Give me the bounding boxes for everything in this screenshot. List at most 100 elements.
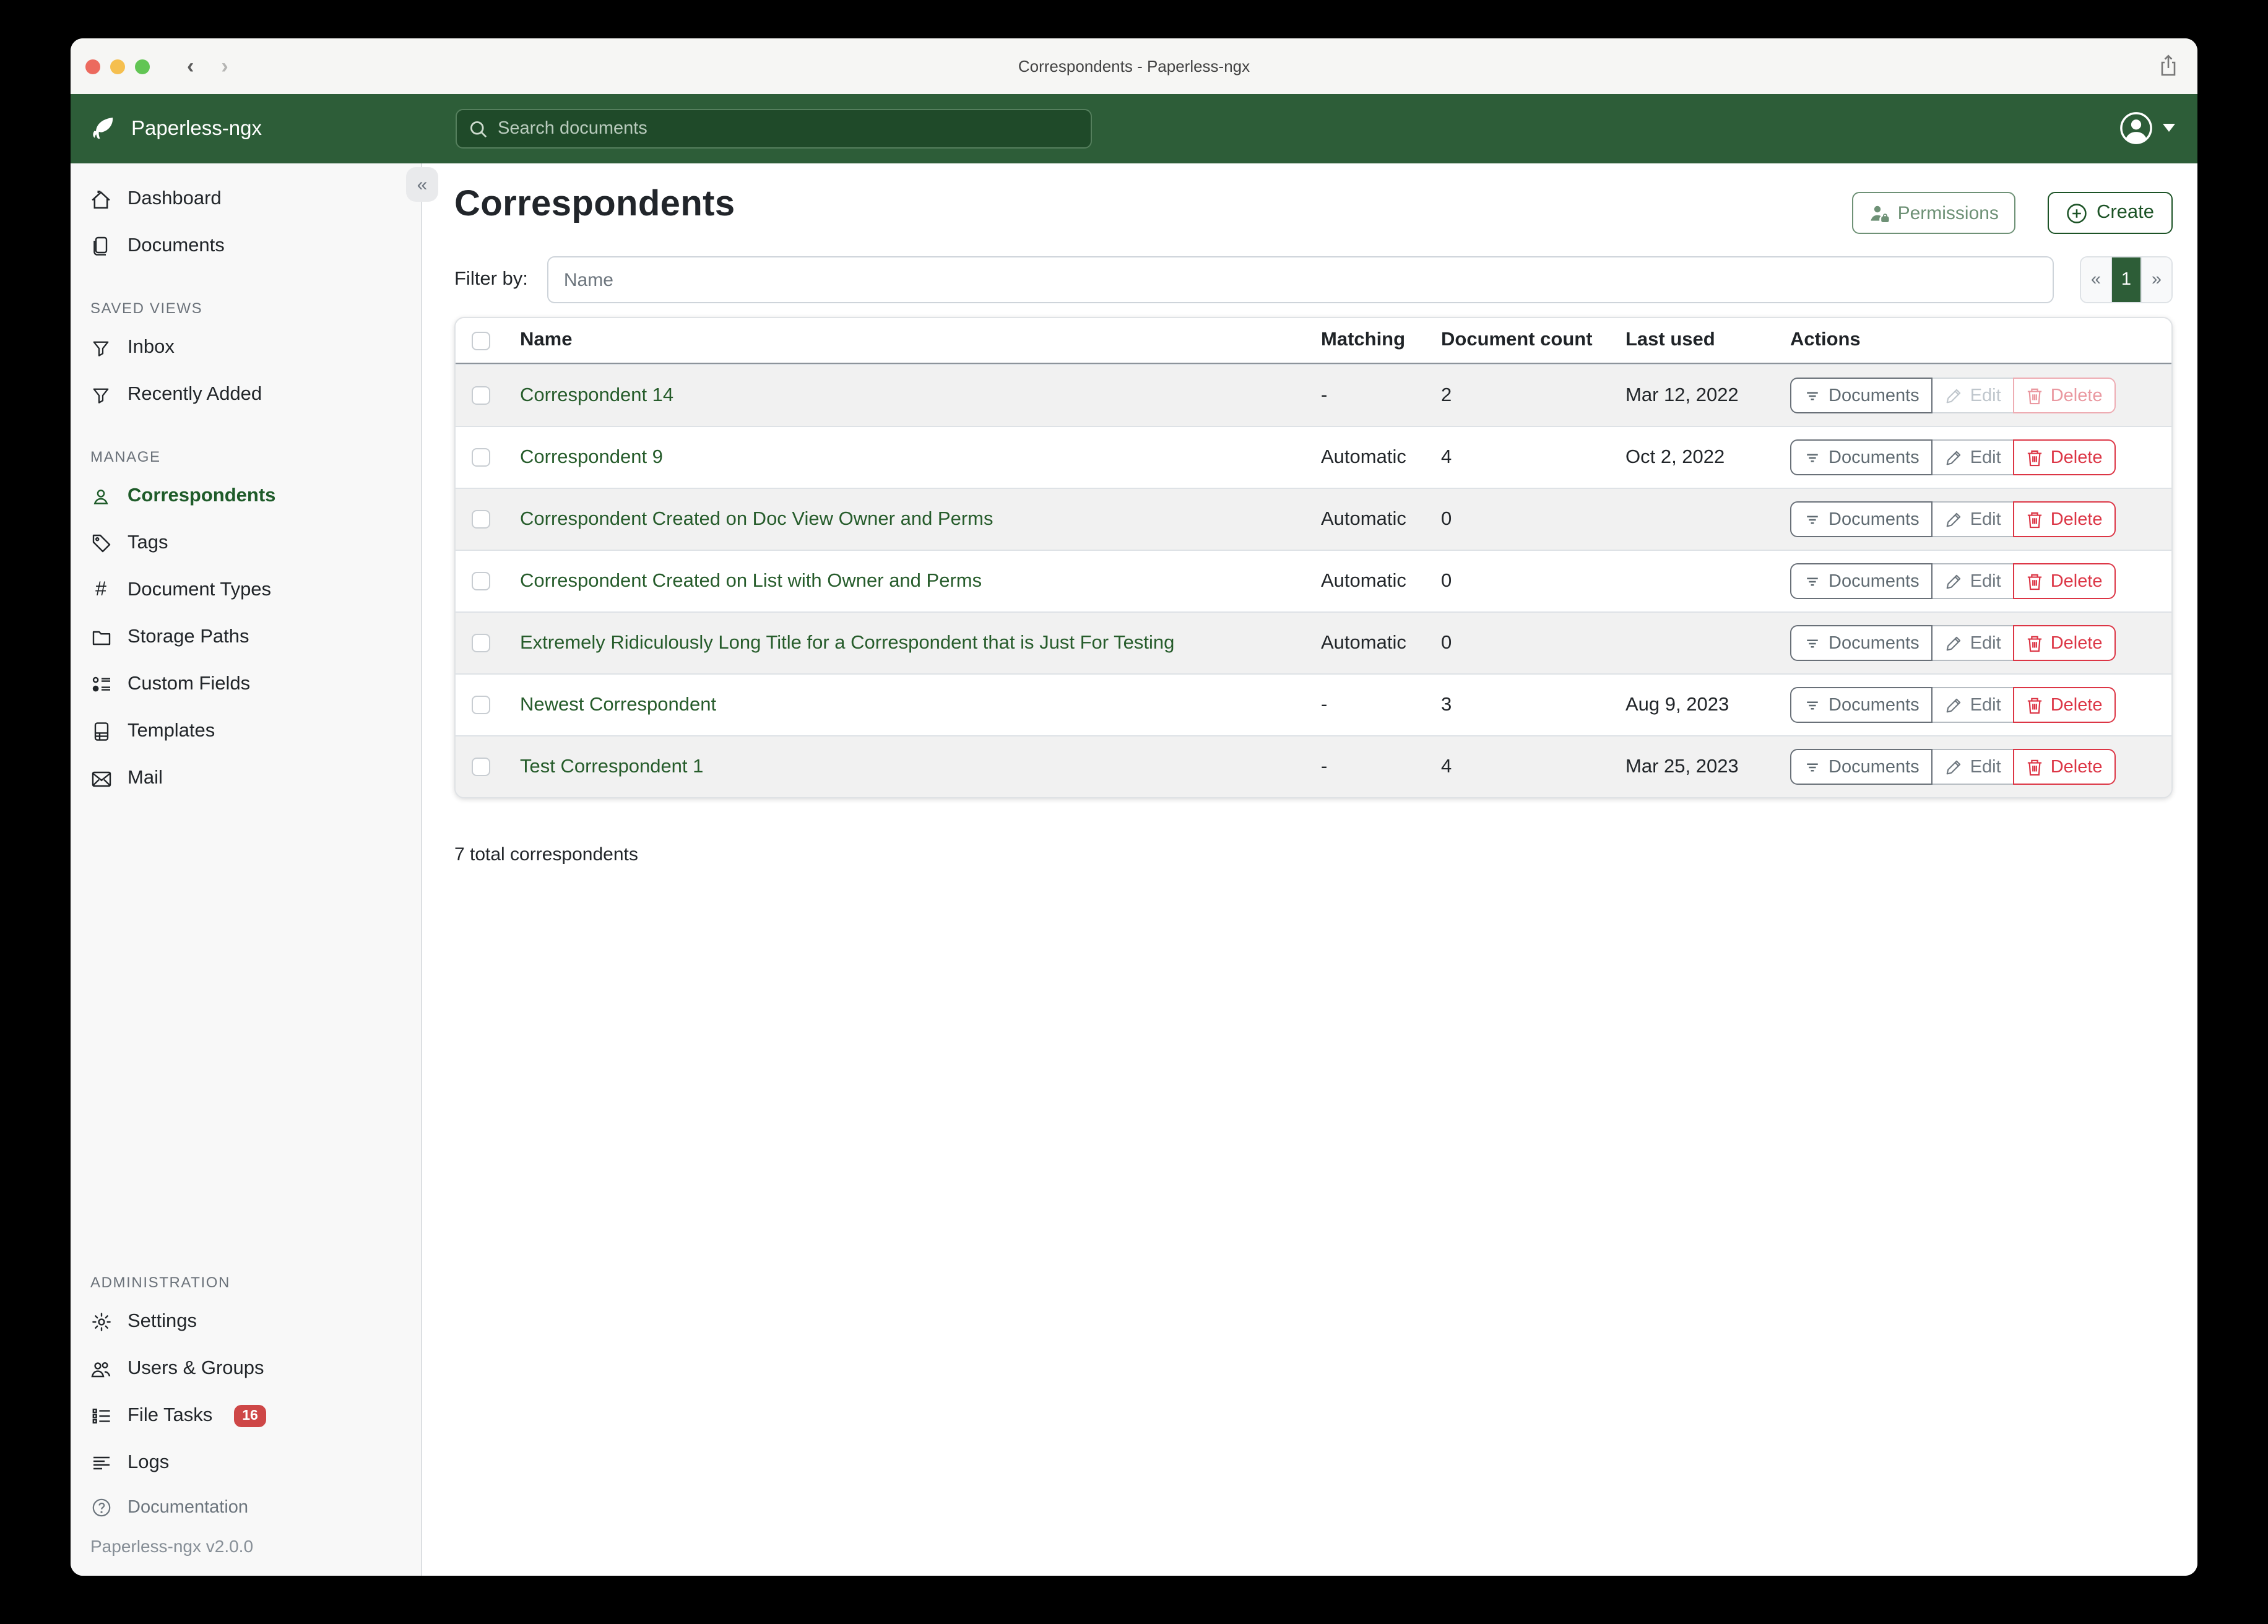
correspondent-name-link[interactable]: Newest Correspondent (520, 694, 717, 715)
pagination-next-button[interactable]: » (2142, 257, 2171, 302)
edit-button[interactable]: Edit (1931, 378, 2015, 413)
sidebar-item-label: Inbox (128, 337, 175, 358)
correspondent-name-link[interactable]: Correspondent 9 (520, 446, 663, 467)
row-checkbox[interactable] (471, 634, 490, 652)
documents-button[interactable]: Documents (1790, 439, 1933, 475)
sidebar-item-users-groups[interactable]: Users & Groups (71, 1345, 421, 1393)
column-header-document-count[interactable]: Document count (1441, 329, 1593, 350)
permissions-button-label: Permissions (1897, 202, 1999, 223)
zoom-window-button[interactable] (135, 59, 150, 74)
list-task-icon (90, 1406, 111, 1426)
sidebar-item-documentation[interactable]: Documentation (71, 1487, 421, 1529)
edit-button[interactable]: Edit (1931, 749, 2015, 785)
table-row: Correspondent Created on Doc View Owner … (456, 488, 2171, 550)
sidebar-item-file-tasks[interactable]: File Tasks 16 (71, 1393, 421, 1440)
correspondent-name-link[interactable]: Test Correspondent 1 (520, 756, 704, 777)
browser-back-icon[interactable]: ‹ (187, 54, 194, 78)
sidebar-item-tags[interactable]: Tags (71, 520, 421, 567)
pagination: « 1 » (2080, 256, 2173, 303)
sidebar-item-label: Documents (128, 235, 225, 256)
sidebar-item-label: Dashboard (128, 188, 222, 209)
documents-button-label: Documents (1829, 757, 1920, 777)
sidebar-item-documents[interactable]: Documents (71, 223, 421, 270)
select-all-checkbox[interactable] (471, 331, 490, 350)
edit-button[interactable]: Edit (1931, 687, 2015, 723)
documents-button[interactable]: Documents (1790, 625, 1933, 661)
sidebar-item-inbox[interactable]: Inbox (71, 324, 421, 371)
sidebar-collapse-button[interactable]: « (406, 167, 438, 202)
edit-button-label: Edit (1970, 571, 2001, 591)
sidebar-item-custom-fields[interactable]: Custom Fields (71, 661, 421, 708)
sidebar-item-templates[interactable]: Templates (71, 708, 421, 755)
sidebar-item-storage-paths[interactable]: Storage Paths (71, 614, 421, 661)
column-header-matching[interactable]: Matching (1321, 329, 1406, 350)
delete-button[interactable]: Delete (2013, 687, 2116, 723)
delete-button[interactable]: Delete (2013, 378, 2116, 413)
matching-value: - (1321, 756, 1328, 777)
documents-button[interactable]: Documents (1790, 749, 1933, 785)
documents-button[interactable]: Documents (1790, 501, 1933, 537)
correspondent-name-link[interactable]: Correspondent Created on Doc View Owner … (520, 508, 993, 529)
row-checkbox[interactable] (471, 448, 490, 467)
document-count-value: 3 (1441, 694, 1452, 715)
delete-button[interactable]: Delete (2013, 749, 2116, 785)
sidebar-item-logs[interactable]: Logs (71, 1440, 421, 1487)
close-window-button[interactable] (85, 59, 100, 74)
correspondent-name-link[interactable]: Extremely Ridiculously Long Title for a … (520, 632, 1175, 653)
permissions-button[interactable]: Permissions (1851, 192, 2016, 234)
edit-button[interactable]: Edit (1931, 501, 2015, 537)
document-count-value: 0 (1441, 632, 1452, 653)
documents-button[interactable]: Documents (1790, 687, 1933, 723)
app-window: ‹ › Correspondents - Paperless-ngx Pape (71, 38, 2197, 1576)
edit-button[interactable]: Edit (1931, 439, 2015, 475)
last-used-value: Mar 12, 2022 (1625, 384, 1739, 405)
delete-button[interactable]: Delete (2013, 501, 2116, 537)
table-row: Correspondent 14 - 2 Mar 12, 2022 Docume… (456, 364, 2171, 426)
search-input[interactable] (498, 119, 1078, 139)
edit-button[interactable]: Edit (1931, 625, 2015, 661)
macos-titlebar: ‹ › Correspondents - Paperless-ngx (71, 38, 2197, 94)
sidebar-item-dashboard[interactable]: Dashboard (71, 176, 421, 223)
sidebar-item-recently-added[interactable]: Recently Added (71, 371, 421, 418)
row-checkbox[interactable] (471, 510, 490, 529)
sidebar-item-mail[interactable]: Mail (71, 755, 421, 802)
delete-button[interactable]: Delete (2013, 439, 2116, 475)
delete-button[interactable]: Delete (2013, 625, 2116, 661)
column-header-name[interactable]: Name (520, 329, 573, 350)
document-count-value: 0 (1441, 508, 1452, 529)
delete-button-label: Delete (2050, 757, 2103, 777)
correspondent-name-link[interactable]: Correspondent 14 (520, 384, 674, 405)
filter-by-label: Filter by: (454, 269, 528, 290)
text-lines-icon (90, 1454, 111, 1472)
row-checkbox[interactable] (471, 696, 490, 714)
edit-button[interactable]: Edit (1931, 563, 2015, 599)
brand[interactable]: Paperless-ngx (89, 114, 262, 144)
sidebar-item-label: Settings (128, 1311, 197, 1332)
pagination-prev-button[interactable]: « (2081, 257, 2111, 302)
sidebar-item-label: Logs (128, 1452, 170, 1473)
create-button[interactable]: Create (2048, 192, 2173, 234)
minimize-window-button[interactable] (110, 59, 125, 74)
file-text-icon (90, 722, 111, 741)
row-checkbox[interactable] (471, 386, 490, 405)
share-icon[interactable] (2159, 54, 2178, 77)
document-count-value: 4 (1441, 756, 1452, 777)
column-header-last-used[interactable]: Last used (1625, 329, 1715, 350)
correspondent-name-link[interactable]: Correspondent Created on List with Owner… (520, 570, 982, 591)
row-checkbox[interactable] (471, 572, 490, 590)
browser-forward-icon[interactable]: › (221, 54, 228, 78)
user-menu[interactable] (2119, 111, 2175, 145)
documents-button[interactable]: Documents (1790, 378, 1933, 413)
row-checkbox[interactable] (471, 758, 490, 776)
pagination-page-1[interactable]: 1 (2111, 257, 2142, 302)
sidebar: Dashboard Documents SAVED VIEWS Inbox (71, 163, 422, 1576)
sidebar-item-correspondents[interactable]: Correspondents (71, 473, 421, 520)
sidebar-item-settings[interactable]: Settings (71, 1298, 421, 1345)
filter-name-input[interactable] (547, 256, 2054, 303)
sidebar-item-document-types[interactable]: # Document Types (71, 567, 421, 614)
documents-button[interactable]: Documents (1790, 563, 1933, 599)
delete-button[interactable]: Delete (2013, 563, 2116, 599)
table-row: Correspondent Created on List with Owner… (456, 550, 2171, 611)
sidebar-item-label: Recently Added (128, 384, 262, 405)
